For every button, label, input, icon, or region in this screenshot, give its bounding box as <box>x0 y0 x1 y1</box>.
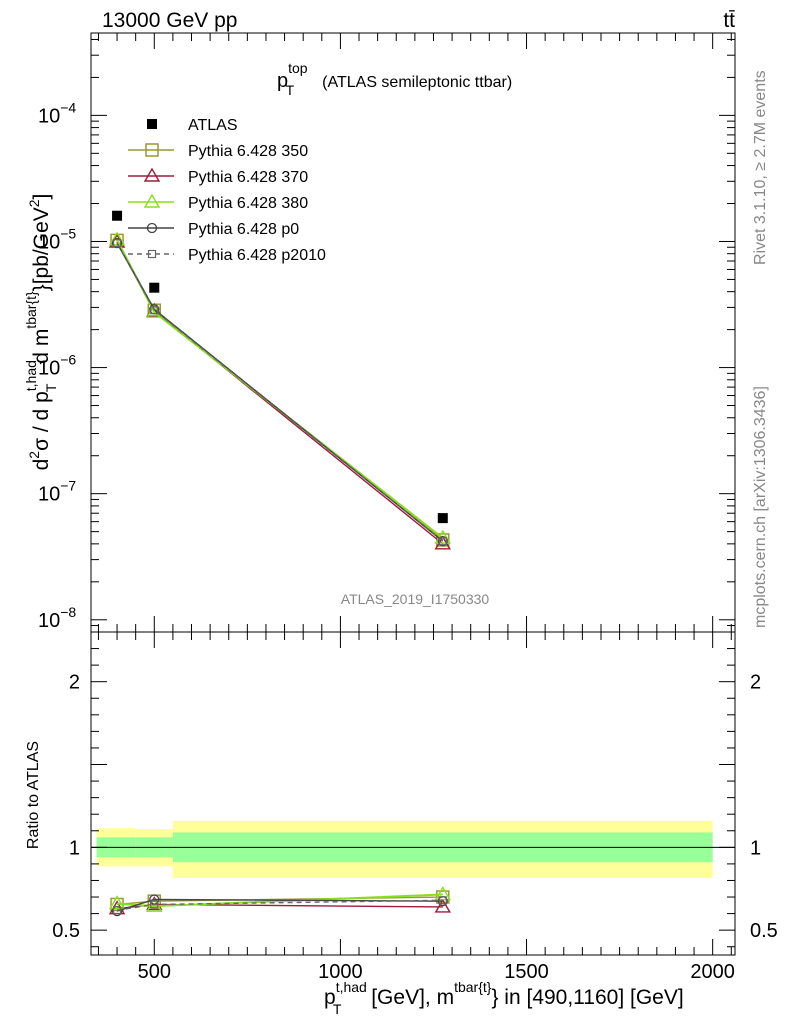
ratio-y-tick-label: 0.5 <box>52 920 80 942</box>
point-pythia-6-428-p0-2 <box>437 536 448 547</box>
legend-label-0: ATLAS <box>188 117 238 134</box>
main-y-tick-label: 10−6 <box>38 352 76 380</box>
point-atlas-1 <box>149 282 160 293</box>
legend-label-5: Pythia 6.428 p2010 <box>188 247 326 264</box>
main-y-tick-label: 10−4 <box>38 99 76 127</box>
ratio-y-tick-label-right: 2 <box>750 672 761 694</box>
energy-label: 13000 GeV pp <box>102 9 237 32</box>
legend: ATLAS Pythia 6.428 350 Pythia 6.428 370 Pyt… <box>128 117 326 264</box>
main-y-tick-label: 10−7 <box>38 478 76 506</box>
ratio-panel: 0.5 0.5 1 1 2 2 500 1000 1500 2000 Ratio to ATLA… <box>25 631 778 1017</box>
point-pythia-6-428-p2010-0 <box>112 239 122 248</box>
ratio-uncertainty-bands <box>91 820 735 878</box>
legend-label-2: Pythia 6.428 370 <box>188 169 308 186</box>
ratio-y-tick-label-right: 1 <box>750 837 761 859</box>
main-panel: 10−4 10−5 10−6 10−7 10−8 ptop T (ATLAS semilep… <box>23 32 736 633</box>
point-pythia-6-428-p2010-2 <box>438 537 447 546</box>
series-line-pythia-6-428-p0 <box>116 242 444 542</box>
ratio-frame <box>90 631 736 956</box>
ratio-point-pythia-6-428-p2010-0 <box>112 906 122 915</box>
ratio-point-pythia-6-428-p2010-1 <box>150 900 159 909</box>
ratio-point-pythia-6-428-380-0 <box>108 895 126 910</box>
legend-marker-0 <box>147 119 157 129</box>
x-axis-label: pt,had T [GeV], mtbar{t}} in [490,1160] [… <box>324 979 684 1017</box>
main-y-tick-label: 10−8 <box>38 604 76 632</box>
main-y-tick-label: 10−5 <box>38 225 76 253</box>
point-atlas-0 <box>112 210 123 221</box>
legend-marker-5 <box>147 249 157 259</box>
x-tick-label: 500 <box>138 961 171 983</box>
plot-title-main: p <box>277 70 288 92</box>
legend-label-1: Pythia 6.428 350 <box>188 143 308 160</box>
rivet-version-label: Rivet 3.1.10, ≥ 2.7M events <box>752 70 769 265</box>
ratio-data-layer <box>108 886 451 917</box>
point-pythia-6-428-380-2 <box>434 529 451 544</box>
legend-marker-1 <box>145 143 159 157</box>
ratio-y-tick-labels: 0.5 0.5 1 1 2 2 <box>52 672 778 942</box>
legend-marker-2 <box>143 167 161 182</box>
ratio-point-pythia-6-428-370-2 <box>434 898 451 913</box>
main-axis-ticks <box>91 33 735 633</box>
ratio-point-pythia-6-428-380-2 <box>434 886 451 901</box>
point-pythia-6-428-p2010-1 <box>150 306 159 315</box>
point-atlas-2 <box>437 513 448 524</box>
plot-title-sub: T <box>286 82 295 98</box>
ratio-y-tick-label-right: 0.5 <box>750 920 778 942</box>
point-pythia-6-428-p0-0 <box>111 237 123 249</box>
x-tick-labels: 500 1000 1500 2000 <box>138 961 735 983</box>
legend-label-4: Pythia 6.428 p0 <box>188 221 299 238</box>
ratio-y-tick-label: 1 <box>69 837 80 859</box>
x-tick-label: 2000 <box>690 961 735 983</box>
x-tick-label: 1500 <box>504 961 549 983</box>
ratio-axis-ticks <box>91 632 735 955</box>
plot-title-sup: top <box>288 60 308 76</box>
process-label: tt̄ <box>723 9 735 32</box>
legend-label-3: Pythia 6.428 380 <box>188 195 308 212</box>
ratio-line-pythia-6-428-380 <box>116 893 443 908</box>
ratio-y-axis-label: Ratio to ATLAS <box>25 741 42 849</box>
series-line-pythia-6-428-380 <box>116 239 444 539</box>
legend-marker-3 <box>143 193 161 208</box>
ratio-point-pythia-6-428-p2010-2 <box>438 896 447 905</box>
analysis-id: ATLAS_2019_I1750330 <box>341 591 490 607</box>
main-y-tick-labels: 10−4 10−5 10−6 10−7 10−8 <box>38 99 76 631</box>
mcplots-label: mcplots.cern.ch [arXiv:1306.3436] <box>752 386 769 628</box>
ratio-y-tick-label: 2 <box>69 672 80 694</box>
point-pythia-6-428-380-0 <box>108 231 126 246</box>
ratio-line-pythia-6-428-p0 <box>116 898 443 912</box>
series-line-pythia-6-428-p2010 <box>116 242 444 542</box>
plot-title-rest: (ATLAS semileptonic ttbar) <box>322 74 512 91</box>
series-line-pythia-6-428-350 <box>116 240 444 541</box>
ratio-line-pythia-6-428-p2010 <box>116 899 443 911</box>
main-data-layer <box>108 210 451 550</box>
x-tick-label: 1000 <box>318 961 363 983</box>
plot-title: ptop T (ATLAS semileptonic ttbar) <box>277 60 512 98</box>
legend-marker-4 <box>146 222 158 234</box>
